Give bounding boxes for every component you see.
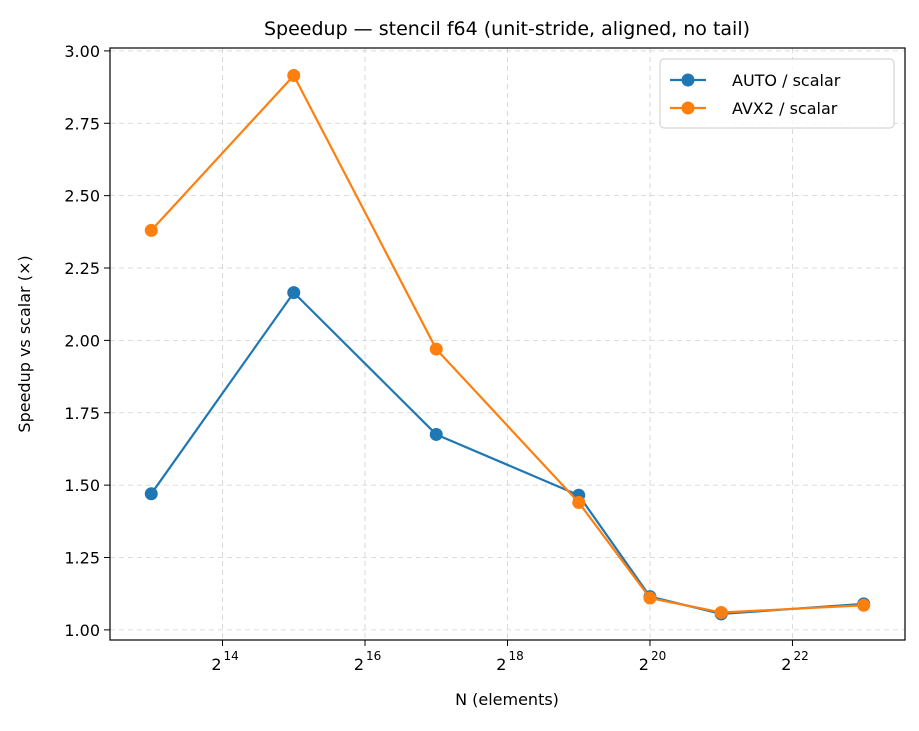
x-tick-label: 2 20 [639, 649, 666, 674]
x-tick-label-base: 2 [639, 655, 649, 674]
x-tick-label: 2 18 [496, 649, 523, 674]
x-tick-label-exponent: 16 [366, 649, 381, 663]
data-point [287, 286, 301, 300]
y-tick-label: 2.00 [64, 331, 100, 350]
legend-item: AUTO / scalar [670, 71, 841, 90]
legend-box [659, 58, 895, 129]
y-tick-label: 3.00 [64, 42, 100, 61]
x-tick-label-base: 2 [496, 655, 506, 674]
data-point [144, 223, 158, 237]
data-point [144, 487, 158, 501]
data-point [429, 342, 443, 356]
data-point [643, 591, 657, 605]
legend-label: AUTO / scalar [732, 71, 841, 90]
data-point [714, 605, 728, 619]
x-tick-label-base: 2 [781, 655, 791, 674]
legend-swatch-marker [681, 101, 695, 115]
y-tick-label: 2.50 [64, 187, 100, 206]
y-tick-label: 1.25 [64, 548, 100, 567]
legend-label: AVX2 / scalar [732, 99, 838, 118]
legend-swatch-marker [681, 73, 695, 87]
legend-item: AVX2 / scalar [670, 99, 838, 118]
x-tick-label-base: 2 [354, 655, 364, 674]
y-tick-label: 1.75 [64, 404, 100, 423]
series-2 [144, 69, 871, 619]
data-point [287, 69, 301, 83]
data-point [857, 598, 871, 612]
legend-items: AUTO / scalar AVX2 / scalar [670, 71, 841, 118]
chart-title: Speedup — stencil f64 (unit-stride, alig… [264, 18, 750, 40]
x-tick-label-base: 2 [211, 655, 221, 674]
y-axis-title: Speedup vs scalar (×) [15, 255, 34, 432]
grid [110, 48, 905, 640]
data-point [429, 427, 443, 441]
x-tick-label: 2 16 [354, 649, 381, 674]
x-tick-label-exponent: 20 [651, 649, 666, 663]
x-axis-title: N (elements) [455, 690, 559, 709]
x-tick-label-exponent: 22 [793, 649, 808, 663]
axis-ticks: 2 14 2 16 2 18 2 20 2 221.001.251.501.752.002.252… [64, 42, 808, 674]
legend: AUTO / scalar AVX2 / scalar [659, 58, 895, 129]
y-tick-label: 1.50 [64, 476, 100, 495]
y-tick-label: 1.00 [64, 621, 100, 640]
y-tick-label: 2.25 [64, 259, 100, 278]
y-tick-label: 2.75 [64, 114, 100, 133]
data-point [572, 495, 586, 509]
series-layer [144, 69, 871, 621]
x-tick-label-exponent: 14 [224, 649, 239, 663]
x-tick-label-exponent: 18 [508, 649, 523, 663]
x-tick-label: 2 22 [781, 649, 808, 674]
x-tick-label: 2 14 [211, 649, 238, 674]
